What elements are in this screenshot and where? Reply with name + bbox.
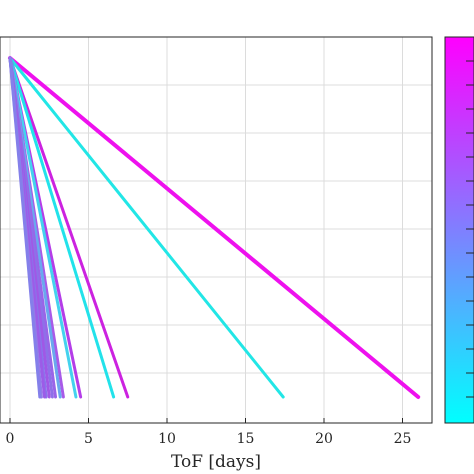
x-tick-label: 25 — [394, 431, 412, 447]
series-line — [8, 56, 285, 399]
colorbar-ticks — [466, 60, 474, 398]
x-tick-label: 15 — [237, 431, 255, 447]
x-tick-label: 10 — [158, 431, 176, 447]
series-group — [8, 56, 421, 399]
plot-frame — [0, 36, 433, 424]
x-tick-label: 5 — [84, 431, 93, 447]
series-line — [8, 56, 78, 399]
grid — [0, 37, 432, 423]
colorbar — [444, 36, 474, 424]
series-line — [8, 56, 130, 399]
x-tick-label: 0 — [6, 431, 15, 447]
x-tick-label: 20 — [315, 431, 333, 447]
series-line — [8, 56, 116, 399]
series-line — [8, 56, 42, 399]
series-line — [8, 56, 421, 399]
x-ticks: 0 5 10 15 20 25 — [6, 418, 412, 447]
x-axis-label: ToF [days] — [171, 452, 261, 472]
